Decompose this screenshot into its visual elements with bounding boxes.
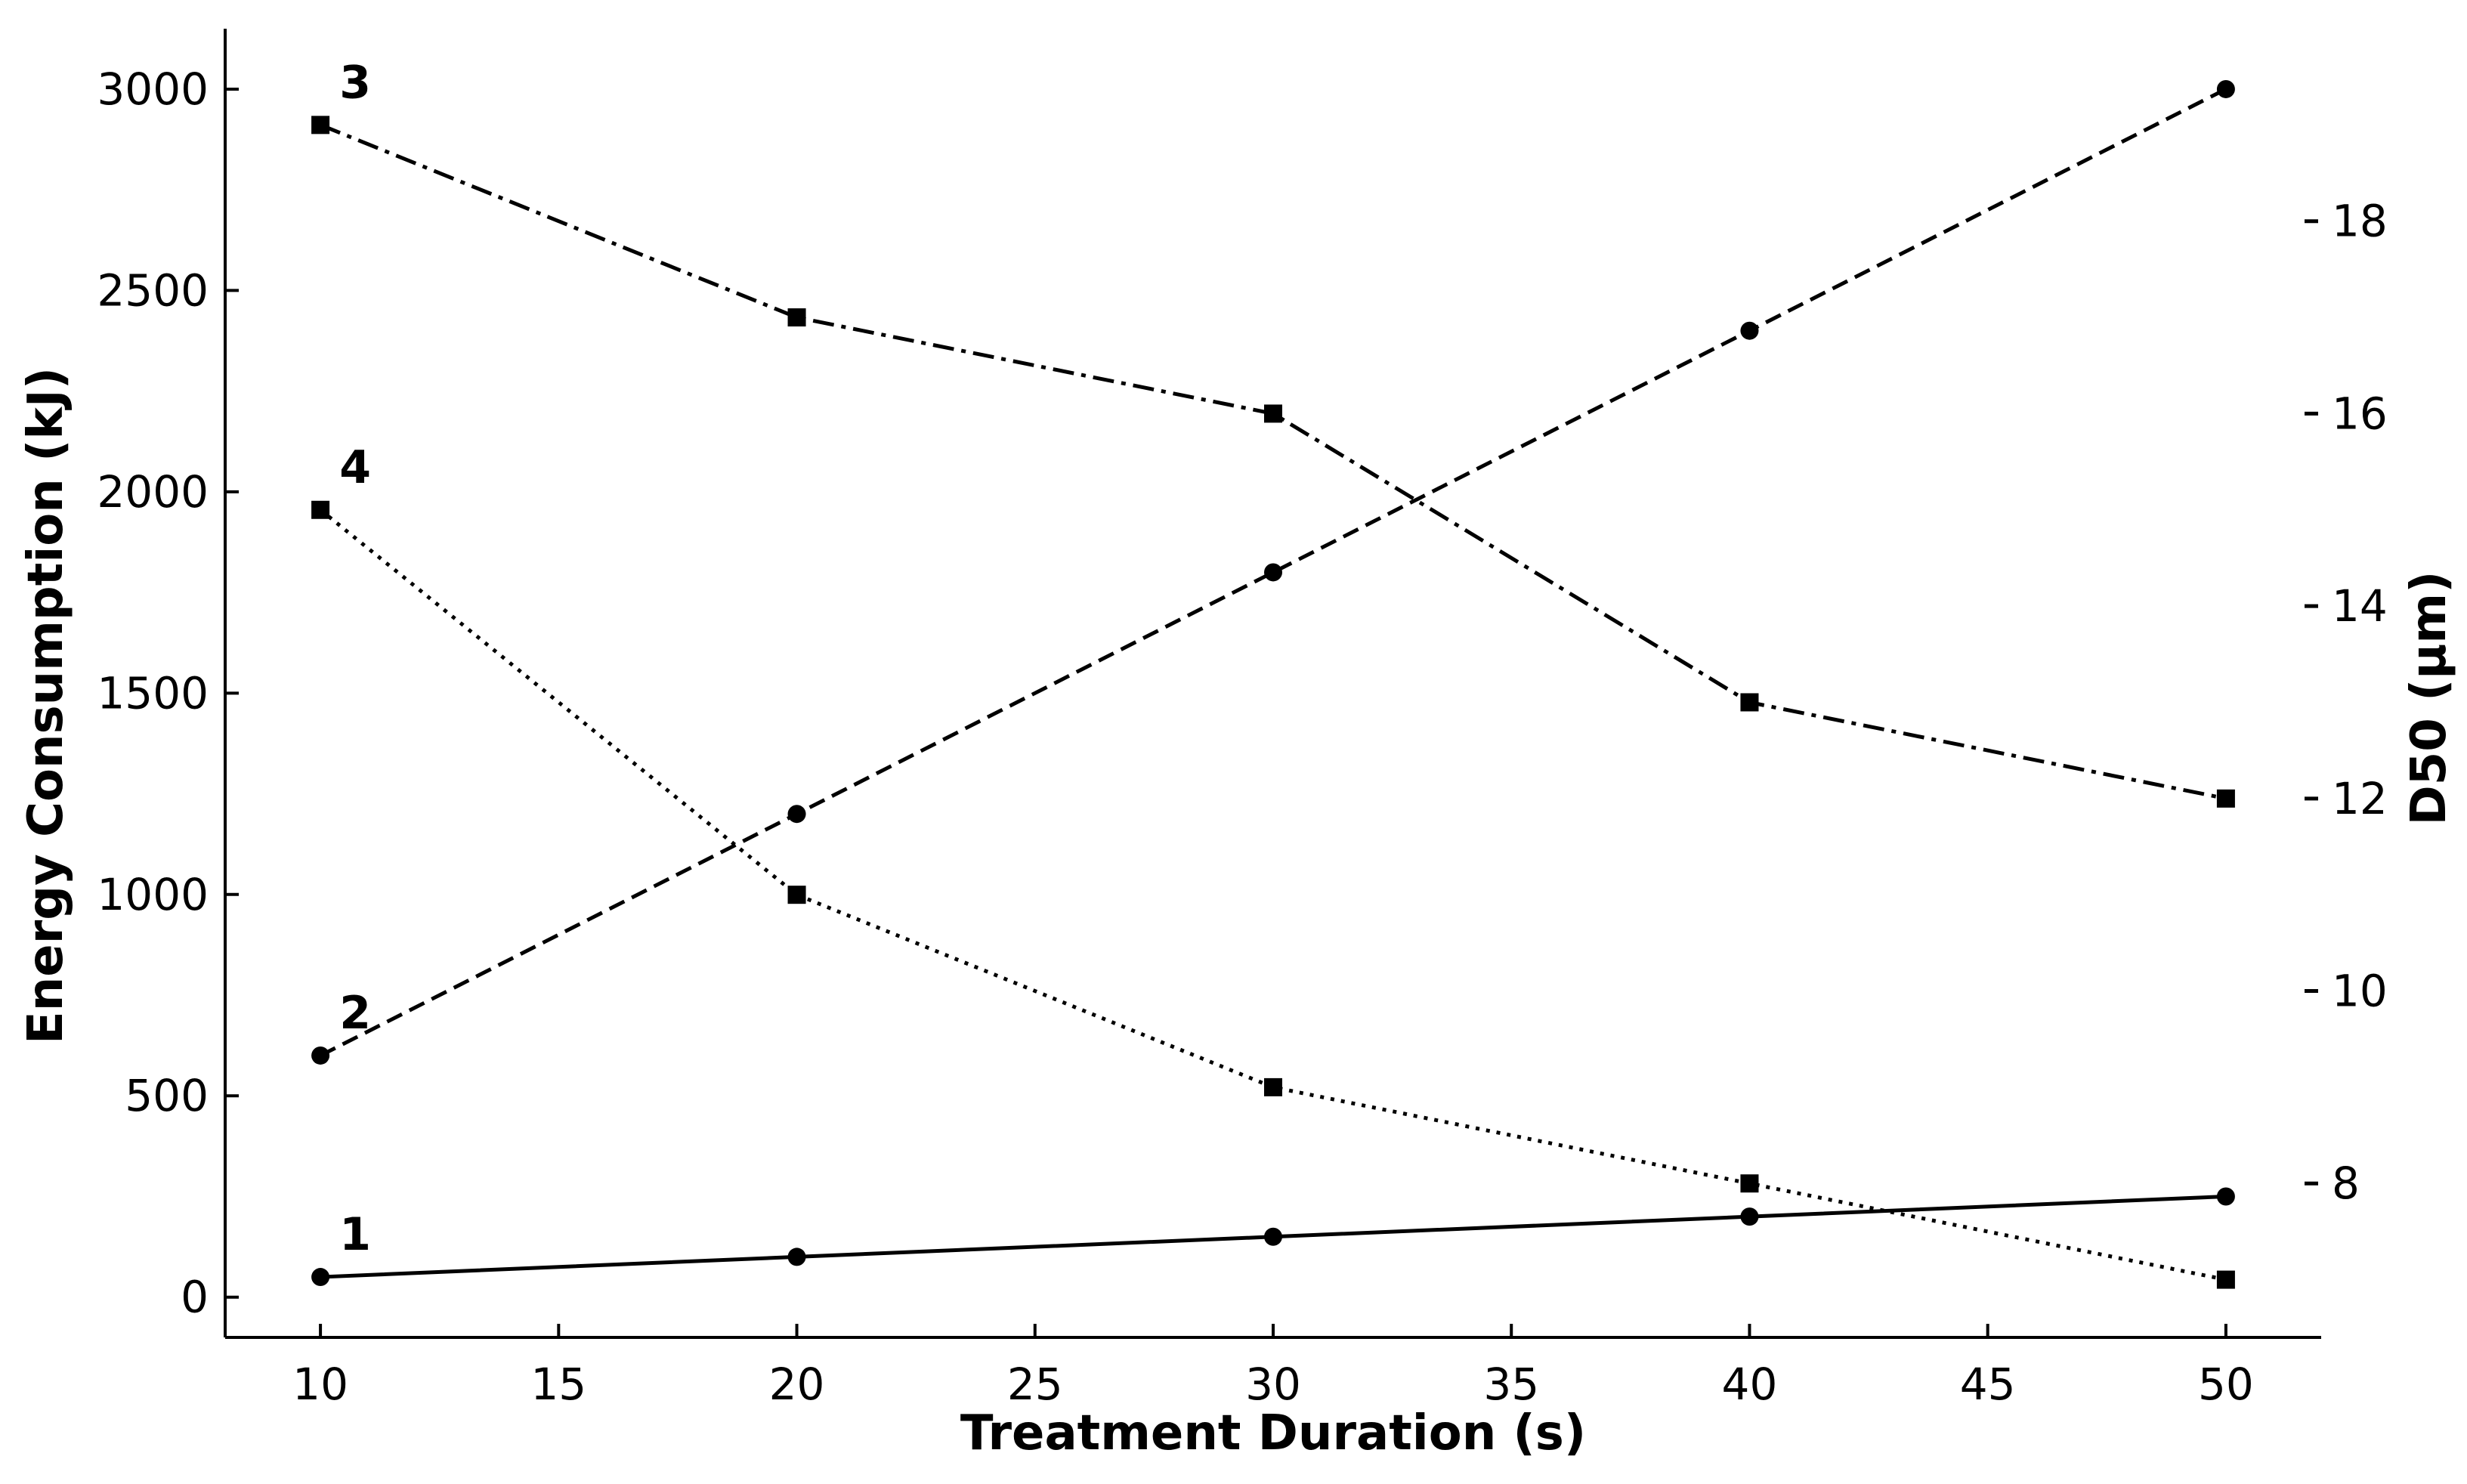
left-y-axis-title: Energy Consumption (kJ) — [18, 367, 74, 1044]
x-tick-label: 40 — [1722, 1359, 1778, 1410]
series-4: 4 — [311, 441, 2235, 1289]
series-label: 3 — [339, 56, 371, 109]
data-point — [2216, 789, 2235, 808]
left-y-tick-label: 2500 — [97, 264, 209, 316]
data-point — [2216, 1270, 2235, 1289]
right-y-tick-label: 10 — [2332, 966, 2388, 1017]
x-tick-label: 45 — [1960, 1359, 2016, 1410]
right-y-axis-title: D50 (μm) — [2401, 571, 2457, 826]
x-tick-label: 20 — [769, 1359, 825, 1410]
series-label: 1 — [339, 1208, 371, 1261]
x-tick-label: 15 — [530, 1359, 586, 1410]
data-point — [2216, 79, 2235, 98]
x-tick-label: 30 — [1245, 1359, 1301, 1410]
series-group: 1 2 3 4 — [311, 56, 2235, 1289]
left-y-tick-label: 2000 — [97, 466, 209, 518]
x-tick-label: 35 — [1483, 1359, 1539, 1410]
data-point — [311, 500, 330, 519]
data-point — [1264, 1077, 1282, 1096]
left-y-tick-label: 3000 — [97, 63, 209, 115]
x-tick-label: 10 — [292, 1359, 348, 1410]
data-point — [311, 116, 330, 134]
series-2-line — [319, 87, 2227, 1058]
left-y-tick-label: 1000 — [97, 869, 209, 920]
data-point — [787, 886, 806, 904]
right-y-tick-label: 8 — [2332, 1158, 2360, 1209]
left-y-tick-label: 1500 — [97, 667, 209, 719]
left-y-tick-label: 0 — [181, 1272, 209, 1323]
data-point — [311, 1268, 330, 1287]
series-1: 1 — [311, 1187, 2235, 1287]
right-y-tick-label: 12 — [2332, 773, 2388, 824]
series-label: 4 — [339, 441, 371, 494]
series-4-line — [319, 508, 2227, 1282]
data-point — [311, 1046, 330, 1065]
data-point — [1264, 404, 1282, 423]
right-y-tick-label: 18 — [2332, 196, 2388, 247]
x-tick-label: 50 — [2198, 1359, 2254, 1410]
right-y-tick-label: 16 — [2332, 388, 2388, 439]
data-point — [1740, 1207, 1759, 1226]
axes: 10 15 20 25 30 35 40 45 500500100015002000250030… — [97, 29, 2388, 1410]
data-point — [2216, 1187, 2235, 1206]
x-tick-label: 25 — [1007, 1359, 1063, 1410]
data-point — [787, 1247, 806, 1266]
data-point — [1264, 563, 1282, 582]
data-point — [787, 805, 806, 824]
right-y-tick-label: 14 — [2332, 580, 2388, 632]
data-point — [1740, 321, 1759, 340]
x-axis-title: Treatment Duration (s) — [960, 1405, 1586, 1461]
series-label: 2 — [339, 987, 371, 1040]
series-3: 3 — [311, 56, 2235, 808]
data-point — [1264, 1227, 1282, 1246]
series-2: 2 — [311, 79, 2235, 1065]
data-point — [1740, 1174, 1759, 1193]
data-point — [787, 308, 806, 327]
series-3-line — [320, 123, 2227, 801]
left-y-tick-label: 500 — [125, 1070, 209, 1121]
data-point — [1740, 693, 1759, 712]
